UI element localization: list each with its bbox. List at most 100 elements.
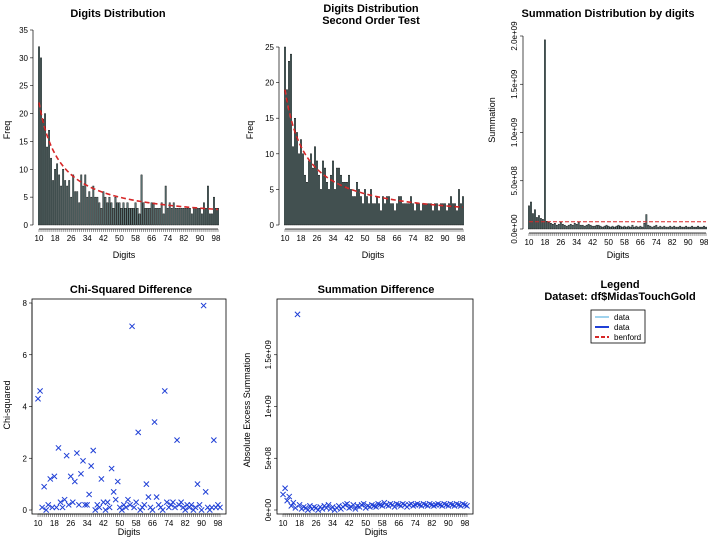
second_order-x-tick-label: 90 — [441, 234, 450, 243]
chi_squared-point — [61, 496, 68, 503]
chi_squared-point — [47, 475, 54, 482]
summation_difference-point-stroke — [354, 502, 361, 509]
digits-bar — [217, 208, 219, 226]
summation-bar — [669, 225, 672, 230]
digits-bar — [140, 174, 143, 226]
summation_difference-point-stroke — [325, 501, 332, 508]
digits-bar — [108, 196, 111, 226]
chi_squared-point-stroke — [217, 504, 223, 511]
summation_difference-point-stroke — [352, 506, 359, 512]
digits-bar — [154, 208, 157, 226]
summation_difference-point-stroke — [304, 507, 311, 513]
digits-bar — [68, 180, 71, 226]
second_order-bar — [420, 210, 422, 226]
chi_squared-point-stroke — [127, 501, 133, 508]
summation_difference-point-stroke — [383, 501, 390, 508]
summation_difference-plot-box — [276, 298, 474, 515]
chi_squared-point-stroke — [129, 323, 136, 330]
digits-x-tick-label: 74 — [163, 234, 172, 243]
chi_squared-x-tick-label: 66 — [148, 519, 157, 528]
digits-bar — [148, 208, 151, 226]
digits-bar — [44, 113, 46, 226]
second_order-bar — [342, 182, 344, 226]
summation-bar — [675, 226, 678, 230]
chi_squared-x-tick-label: 34 — [83, 519, 92, 528]
chi_squared-point-stroke — [57, 499, 64, 506]
chi_squared-point-stroke — [88, 463, 95, 469]
second_order-bar — [310, 153, 312, 226]
digits-bar — [128, 208, 131, 226]
digits-bar — [170, 208, 173, 226]
digits-bar — [172, 202, 175, 226]
summation-bar — [683, 226, 686, 230]
chi_squared-point-stroke — [133, 499, 140, 506]
digits-bar — [190, 213, 193, 226]
second_order-bar — [326, 182, 328, 226]
summation_difference-point-stroke — [290, 499, 297, 506]
second_order-x-tick-label: 74 — [409, 234, 418, 243]
chi_squared-point — [41, 483, 48, 490]
digits-bar — [46, 146, 48, 226]
summation_difference-point-stroke — [387, 500, 394, 507]
second_order-bar — [298, 153, 300, 226]
chi_squared-point — [88, 463, 95, 469]
second_order-bar — [418, 203, 420, 226]
digits-bar — [70, 196, 73, 226]
summation-bar — [685, 225, 688, 230]
chi-squared-title: Chi-Squared Difference — [70, 284, 192, 296]
second_order-bar — [396, 203, 398, 226]
second_order-bar — [314, 146, 316, 226]
second_order-bar — [360, 196, 362, 226]
chi_squared-point — [112, 496, 119, 503]
summation_difference-x-tick-label: 98 — [460, 519, 469, 528]
second_order-bar — [382, 196, 384, 226]
summation_difference-point-stroke — [447, 500, 454, 507]
chi_squared-point — [92, 507, 99, 513]
digits-bar — [104, 196, 107, 226]
summation-bar — [659, 225, 662, 230]
chi_squared-y-tick-label: 6 — [23, 351, 28, 360]
chi_squared-point — [82, 501, 88, 508]
second_order-bar — [380, 210, 382, 226]
summation_difference-point-stroke — [422, 501, 429, 508]
digits-bar — [150, 202, 153, 226]
digits-bar — [76, 191, 79, 226]
summation-bar — [661, 226, 664, 230]
summation_difference-point-stroke — [393, 500, 400, 507]
summation-bar — [695, 226, 697, 230]
summation-bar — [551, 223, 554, 230]
summation_difference-point-stroke — [416, 501, 423, 508]
summation-bar — [589, 224, 592, 230]
digits-bar — [124, 208, 127, 226]
second_order-bar — [366, 196, 368, 226]
chi_squared-point-stroke — [163, 499, 170, 506]
chi_squared-point-stroke — [67, 473, 74, 480]
second_order-bar — [414, 210, 416, 226]
second_order-bar — [440, 203, 442, 226]
second_order-bar — [404, 203, 406, 226]
summation-bar — [540, 218, 542, 230]
summation-bar — [571, 224, 574, 230]
summation-bar — [591, 225, 594, 230]
chi_squared-point — [210, 437, 217, 444]
summation-y-tick-label: 1.5e+09 — [510, 69, 519, 99]
summation_difference-point-stroke — [455, 501, 462, 508]
summation-bar — [530, 201, 532, 230]
second_order-bar — [346, 182, 348, 226]
second_order-x-tick-label: 98 — [457, 234, 466, 243]
second_order-bar — [436, 203, 438, 226]
chi_squared-point — [96, 504, 103, 511]
chi_squared-point — [200, 302, 207, 309]
digits-bar — [60, 185, 63, 226]
second_order-benford-curve — [284, 89, 464, 208]
digits-bar — [162, 213, 165, 226]
digits-bar — [88, 191, 91, 226]
summation_difference-point — [282, 485, 289, 492]
summation-bar — [599, 225, 602, 230]
second_order-bar — [434, 203, 436, 226]
summation-bar — [601, 226, 604, 230]
digits-bar — [90, 196, 93, 226]
chi_squared-point-stroke — [65, 501, 72, 508]
chi_squared-point-stroke — [80, 457, 86, 464]
digits-bar — [52, 180, 54, 226]
